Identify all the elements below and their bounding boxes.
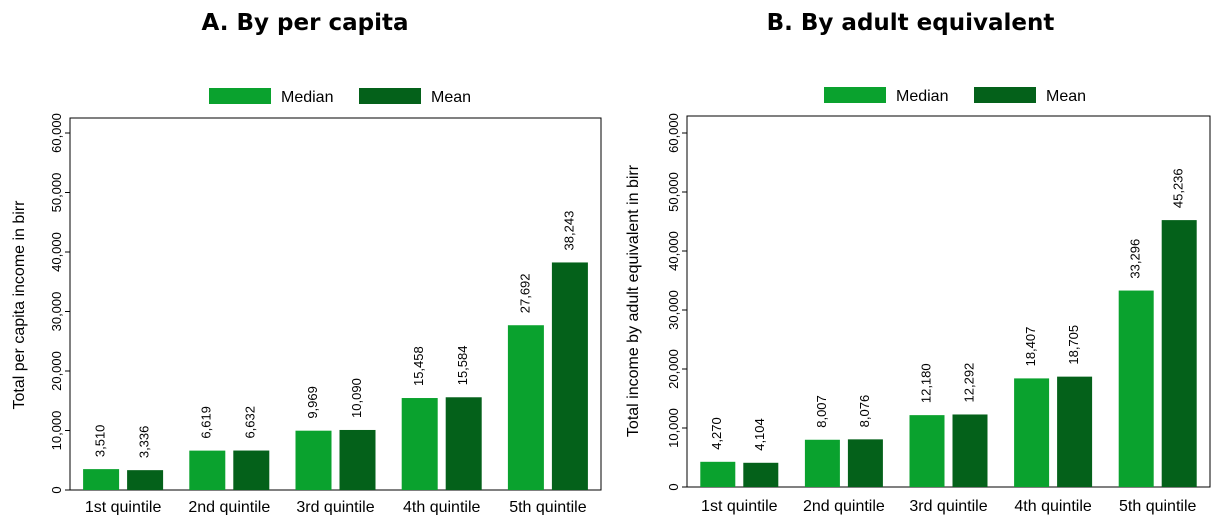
bar-median-4 (401, 398, 438, 490)
bar-mean-1 (743, 462, 779, 487)
legend-label: Median (896, 88, 948, 105)
bar-median-5 (507, 325, 544, 490)
legend-label: Mean (431, 89, 471, 106)
bar-median-1 (83, 469, 120, 490)
data-label: 10,090 (349, 378, 364, 418)
y-tick-label: 10,000 (49, 411, 64, 451)
chart-panel-per-capita: A. By per capita 0 10,000 20,000 30,000 40,0… (11, 10, 602, 515)
bar-mean-1 (127, 470, 164, 490)
data-label: 33,296 (1128, 239, 1143, 279)
bar-mean-2 (847, 439, 883, 487)
bar-median-4 (1014, 378, 1050, 487)
y-axis-label: Total income by adult equivalent in birr (625, 164, 642, 437)
data-label: 6,632 (243, 406, 258, 439)
x-tick-label: 4th quintile (1014, 498, 1091, 515)
y-tick-label: 50,000 (49, 173, 64, 213)
bar-mean-4 (445, 397, 482, 490)
legend-swatch-mean (974, 87, 1036, 103)
data-label: 15,458 (411, 346, 426, 386)
data-label: 4,270 (709, 417, 724, 450)
data-label: 12,180 (918, 363, 933, 403)
x-tick-label: 5th quintile (509, 499, 586, 515)
x-tick-label: 2nd quintile (188, 499, 270, 515)
plot-frame (69, 117, 602, 491)
data-label: 8,007 (814, 395, 829, 428)
y-tick-label: 60,000 (49, 113, 64, 153)
bar-mean-5 (551, 262, 588, 490)
y-tick-label: 20,000 (666, 349, 681, 389)
bar-chart-adult-equivalent: 0 10,000 20,000 30,000 40,000 50,000 60,000 Tot… (625, 87, 1211, 515)
bar-mean-5 (1161, 220, 1197, 487)
chart-title: A. By per capita (201, 10, 409, 36)
x-tick-label: 3rd quintile (909, 498, 987, 515)
y-tick-label: 60,000 (666, 113, 681, 153)
data-label: 38,243 (561, 211, 576, 251)
x-tick-label: 4th quintile (403, 499, 480, 515)
y-tick-label: 0 (666, 483, 681, 490)
y-tick-label: 0 (49, 486, 64, 493)
legend-label: Mean (1046, 88, 1086, 105)
data-label: 27,692 (517, 273, 532, 313)
x-tick-label: 5th quintile (1119, 498, 1196, 515)
bar-median-1 (700, 461, 736, 487)
plot-frame (686, 115, 1211, 488)
data-label: 3,510 (93, 425, 108, 458)
y-tick-label: 20,000 (49, 351, 64, 391)
x-tick-label: 1st quintile (701, 498, 778, 515)
y-tick-label: 40,000 (49, 232, 64, 272)
bar-mean-3 (952, 414, 988, 487)
y-tick-label: 40,000 (666, 231, 681, 271)
x-tick-label: 1st quintile (85, 499, 162, 515)
data-label: 12,292 (961, 363, 976, 403)
bar-mean-2 (233, 450, 270, 490)
legend-swatch-median (824, 87, 886, 103)
chart-panel-adult-equivalent: B. By adult equivalent 0 10,000 20,000 30,0… (610, 0, 1211, 515)
data-label: 9,969 (305, 386, 320, 419)
data-label: 6,619 (199, 406, 214, 439)
bar-median-3 (295, 430, 332, 490)
data-label: 18,407 (1023, 327, 1038, 367)
bar-mean-4 (1057, 376, 1093, 487)
data-label: 45,236 (1171, 168, 1186, 208)
x-tick-label: 3rd quintile (296, 499, 374, 515)
data-label: 3,336 (137, 426, 152, 459)
bar-chart-per-capita: 0 10,000 20,000 30,000 40,000 50,000 60,000 Tot… (11, 88, 602, 515)
data-label: 8,076 (857, 395, 872, 428)
y-tick-label: 50,000 (666, 172, 681, 212)
legend-swatch-median (209, 88, 271, 104)
data-label: 18,705 (1066, 325, 1081, 365)
chart-title: B. By adult equivalent (766, 10, 1055, 36)
bar-median-2 (189, 450, 226, 490)
y-tick-label: 10,000 (666, 408, 681, 448)
data-label: 15,584 (455, 346, 470, 386)
y-tick-label: 30,000 (666, 290, 681, 330)
y-tick-label: 30,000 (49, 292, 64, 332)
y-axis-label: Total per capita income in birr (11, 200, 28, 410)
bar-mean-3 (339, 429, 376, 490)
bar-median-2 (804, 439, 840, 487)
legend-label: Median (281, 89, 333, 106)
data-label: 4,104 (752, 418, 767, 451)
x-tick-label: 2nd quintile (803, 498, 885, 515)
legend-swatch-mean (359, 88, 421, 104)
bar-median-5 (1118, 290, 1154, 487)
bar-median-3 (909, 415, 945, 487)
